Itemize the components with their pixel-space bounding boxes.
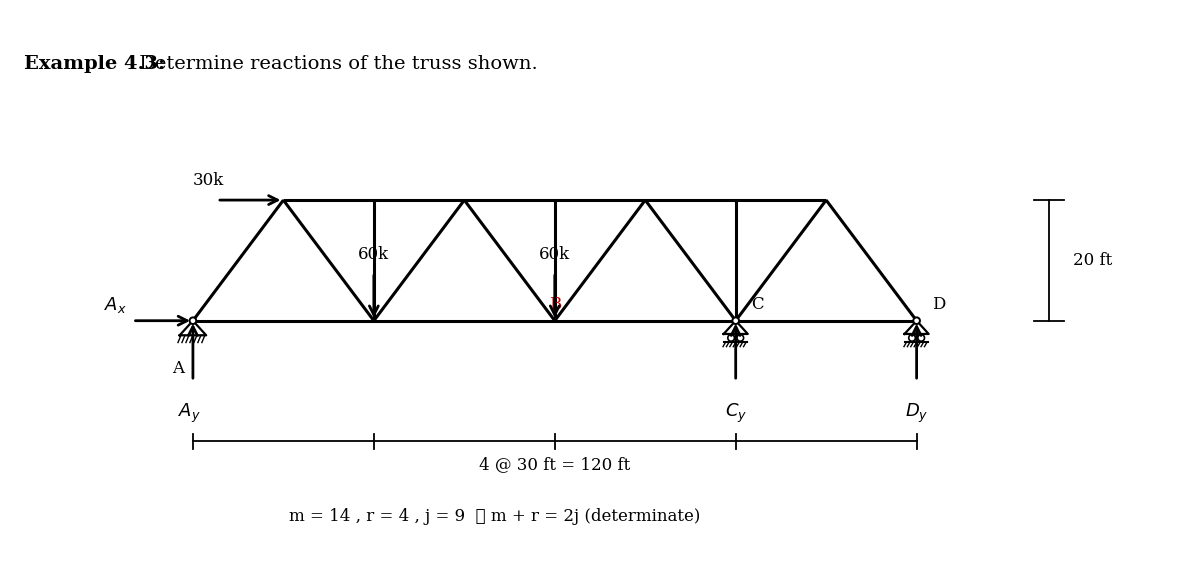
Text: C: C — [751, 297, 763, 314]
Text: $D_y$: $D_y$ — [905, 402, 929, 425]
Text: m = 14 , r = 4 , j = 9  ∴ m + r = 2j (determinate): m = 14 , r = 4 , j = 9 ∴ m + r = 2j (det… — [289, 508, 700, 525]
Text: $A_x$: $A_x$ — [103, 294, 126, 315]
Text: $C_y$: $C_y$ — [725, 402, 746, 425]
Circle shape — [737, 334, 744, 341]
Circle shape — [727, 334, 734, 341]
Text: 60k: 60k — [359, 247, 390, 263]
Text: 4 @ 30 ft = 120 ft: 4 @ 30 ft = 120 ft — [479, 457, 630, 473]
Text: B: B — [548, 297, 560, 314]
Circle shape — [913, 318, 920, 324]
Text: $A_y$: $A_y$ — [179, 402, 202, 425]
Text: Example 4.3:: Example 4.3: — [24, 55, 166, 73]
Text: D: D — [931, 297, 946, 314]
Circle shape — [908, 334, 916, 341]
Text: A: A — [172, 360, 184, 377]
Circle shape — [732, 318, 739, 324]
Circle shape — [190, 318, 197, 324]
Text: 20 ft: 20 ft — [1074, 252, 1112, 269]
Text: Determine reactions of the truss shown.: Determine reactions of the truss shown. — [133, 55, 538, 73]
Text: 60k: 60k — [539, 247, 570, 263]
Circle shape — [918, 334, 924, 341]
Text: 30k: 30k — [193, 172, 224, 189]
